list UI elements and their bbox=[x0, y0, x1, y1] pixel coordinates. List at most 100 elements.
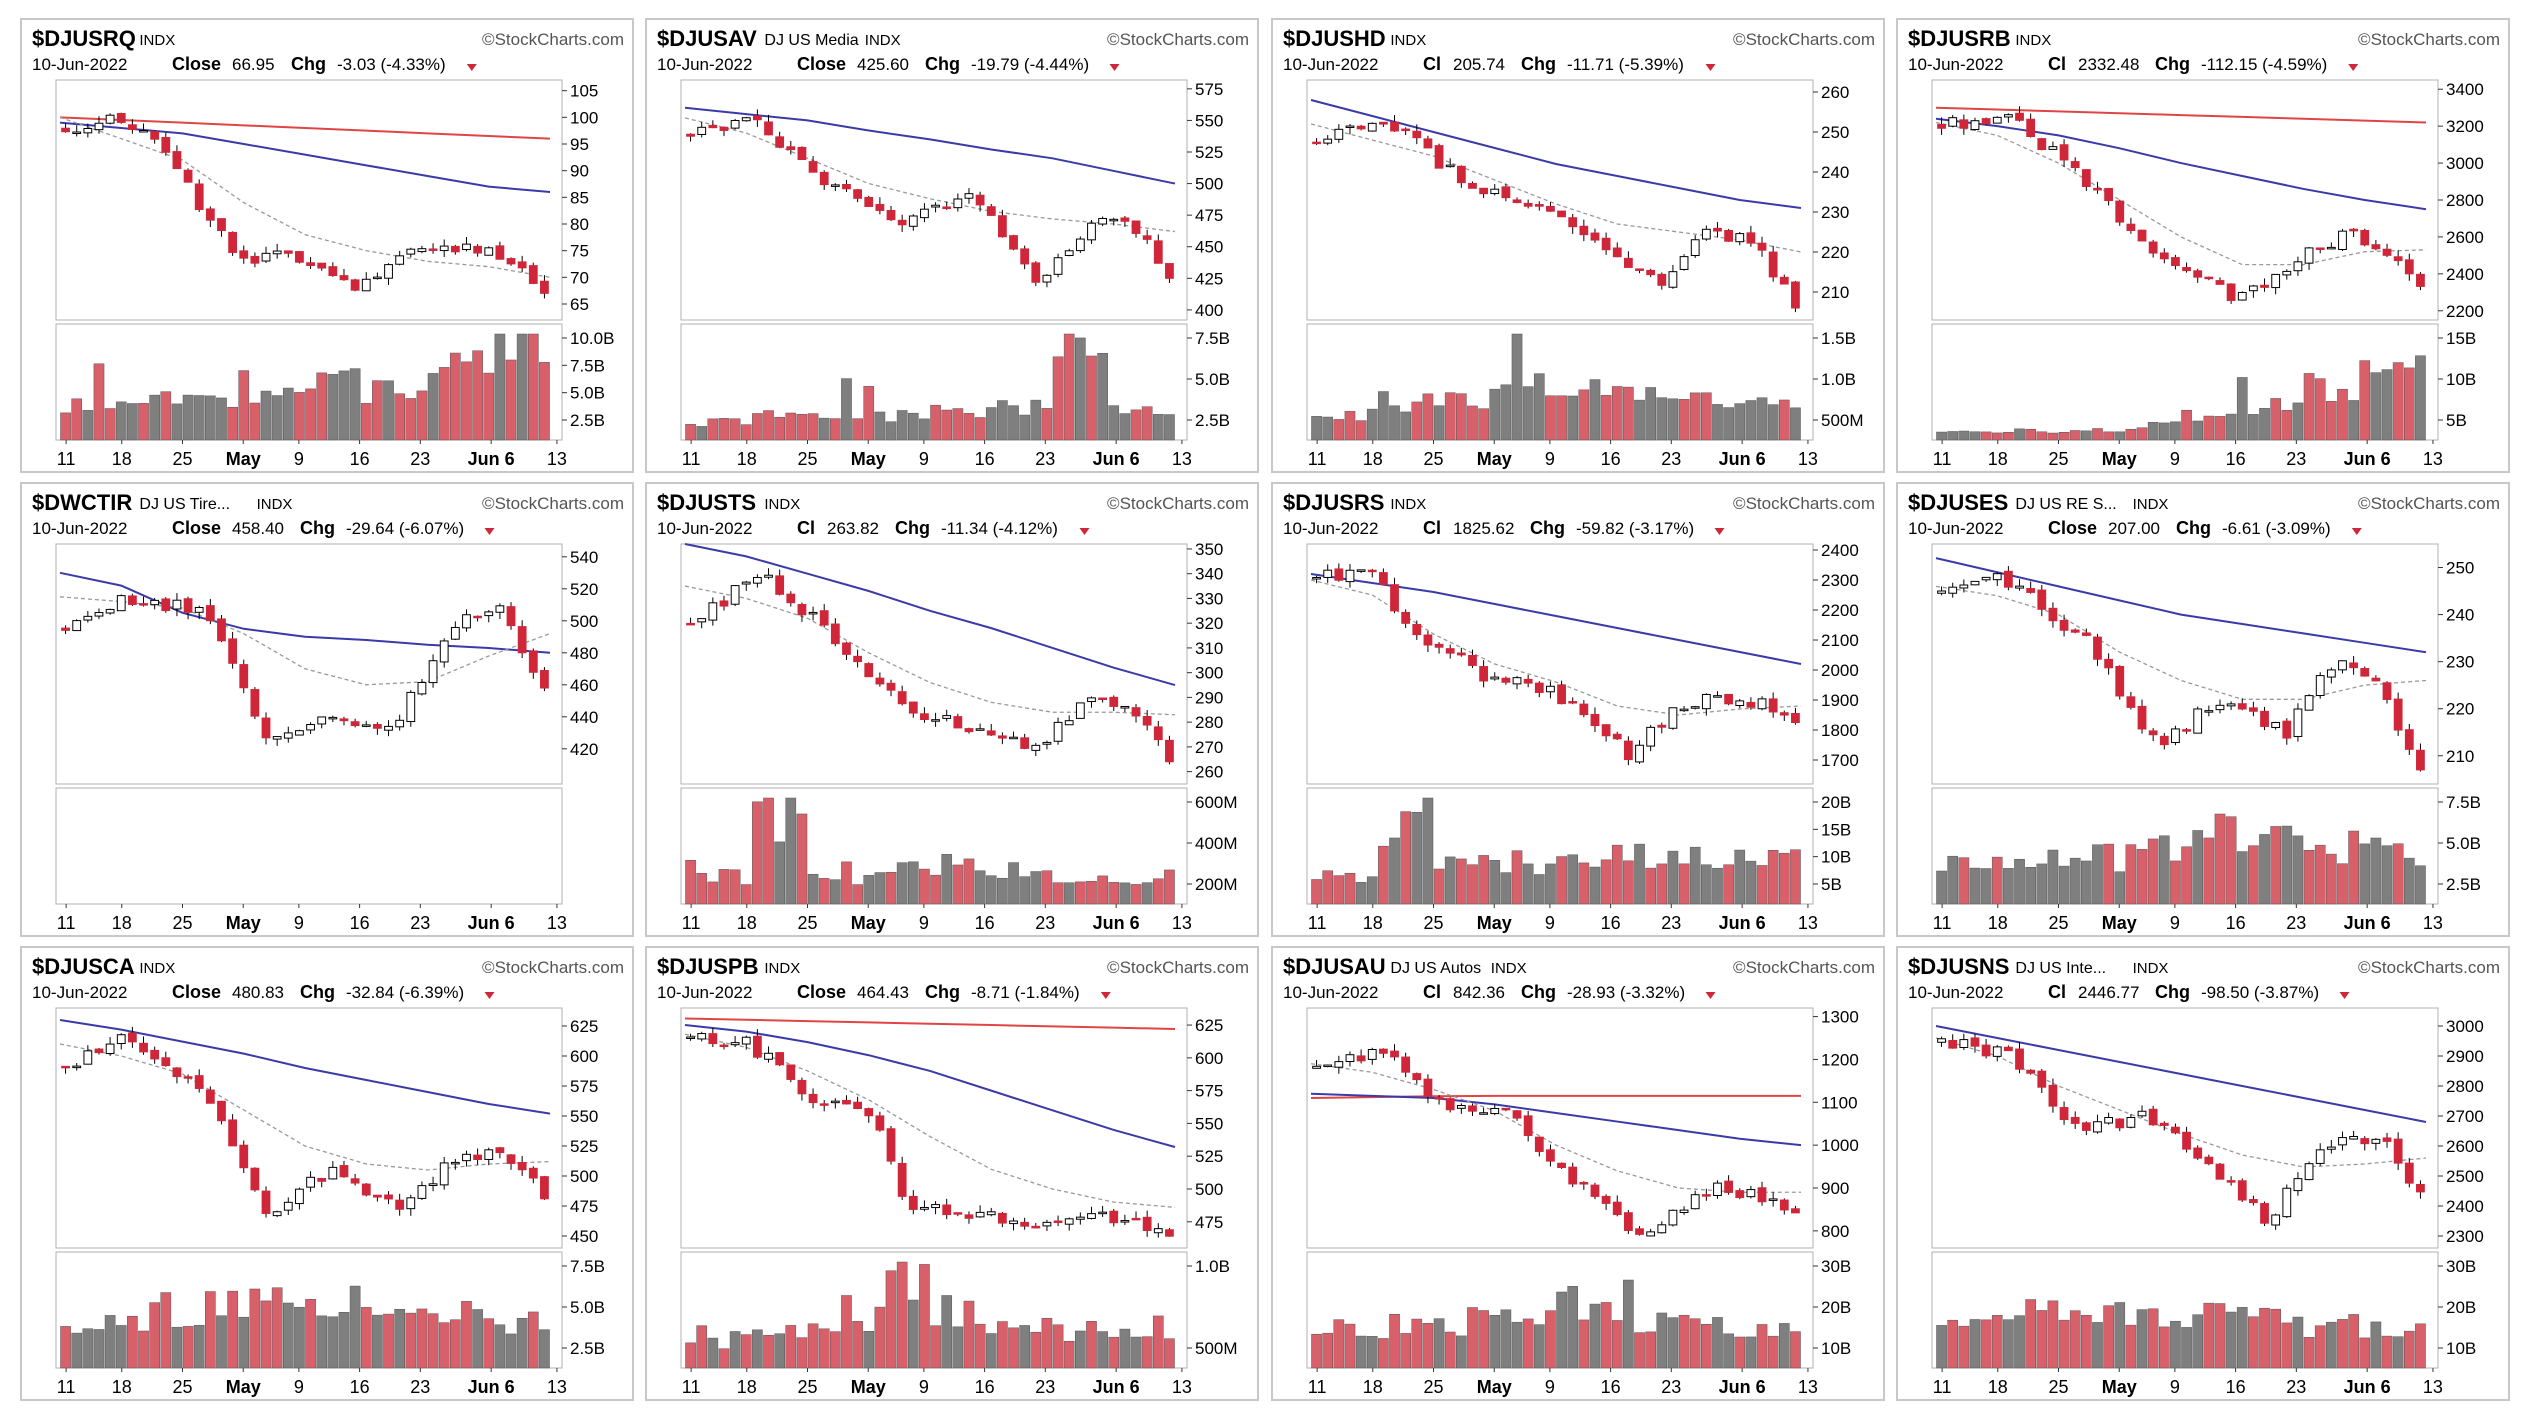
candle-body bbox=[473, 245, 483, 254]
candle-body bbox=[306, 262, 315, 266]
volume-bar bbox=[1052, 356, 1064, 441]
index-name: DJ US RE S... bbox=[2015, 496, 2116, 513]
chart-panel-djuspb[interactable]: $DJUSPB INDX ©StockCharts.com 10-Jun-2022 Cl… bbox=[645, 946, 1259, 1401]
chart-panel-djusts[interactable]: $DJUSTS INDX ©StockCharts.com 10-Jun-2022 Cl… bbox=[645, 482, 1259, 937]
volume-bar bbox=[896, 862, 908, 905]
volume-bar bbox=[1567, 854, 1579, 905]
candle-body bbox=[2093, 636, 2102, 660]
candle-body bbox=[1009, 1220, 1018, 1225]
candle-body bbox=[2159, 1122, 2169, 1126]
volume-bar bbox=[1980, 868, 1992, 905]
volume-bar bbox=[1433, 1318, 1445, 1369]
candle-body bbox=[2104, 187, 2114, 202]
volume-bar bbox=[216, 397, 227, 441]
candle-body bbox=[2003, 114, 2013, 118]
x-tick-label: 16 bbox=[975, 913, 995, 933]
candle-body bbox=[853, 189, 863, 199]
candle-body bbox=[517, 1162, 527, 1171]
chart-panel-dwctir[interactable]: $DWCTIR DJ US Tire... INDX ©StockCharts.com… bbox=[20, 482, 634, 937]
volume-bar bbox=[796, 813, 808, 905]
chart-panel-djushd[interactable]: $DJUSHD INDX ©StockCharts.com 10-Jun-2022 Cl… bbox=[1271, 18, 1885, 473]
chart-panel-djusrb[interactable]: $DJUSRB INDX ©StockCharts.com 10-Jun-2022 Cl… bbox=[1896, 18, 2510, 473]
y-tick-label: 540 bbox=[570, 548, 598, 567]
chg-label: Chg bbox=[2155, 982, 2190, 1002]
ma-50-line bbox=[684, 106, 1176, 185]
candle-body bbox=[1724, 1180, 1734, 1193]
symbol-label: $DJUSES bbox=[1908, 490, 2008, 515]
candle-body bbox=[484, 1149, 494, 1160]
y-tick-label: 2200 bbox=[2446, 302, 2484, 321]
y-tick-label: 2900 bbox=[2446, 1047, 2484, 1066]
candle-body bbox=[797, 146, 807, 161]
x-tick-label: 11 bbox=[682, 1377, 701, 1397]
candle-body bbox=[1657, 724, 1667, 728]
candle-body bbox=[1456, 165, 1466, 184]
x-tick-label: Jun 6 bbox=[1719, 449, 1766, 469]
candle-body bbox=[1064, 1218, 1074, 1225]
volume-bar bbox=[707, 1337, 719, 1369]
candle-body bbox=[864, 663, 874, 678]
volume-bar bbox=[740, 1334, 752, 1369]
volume-bar bbox=[1969, 867, 1981, 905]
x-tick-label: Jun 6 bbox=[1093, 449, 1140, 469]
chart-panel-djusav[interactable]: $DJUSAV DJ US Media INDX ©StockCharts.com 10… bbox=[645, 18, 1259, 473]
volume-bar bbox=[193, 395, 205, 441]
candle-body bbox=[61, 1065, 70, 1069]
volume-bar bbox=[1634, 399, 1645, 441]
close-label: Close bbox=[172, 54, 221, 74]
candle-body bbox=[2115, 1118, 2125, 1129]
chart-panel-djusrq[interactable]: $DJUSRQ INDX ©StockCharts.com 10-Jun-2022 Cl… bbox=[20, 18, 634, 473]
candle-body bbox=[764, 121, 773, 136]
volume-bar bbox=[2326, 401, 2337, 441]
candle-body bbox=[1142, 715, 1152, 726]
watermark: ©StockCharts.com bbox=[1107, 958, 1249, 977]
date-label: 10-Jun-2022 bbox=[32, 55, 127, 74]
x-tick-label: 25 bbox=[797, 449, 817, 469]
y-tick-label: 420 bbox=[570, 740, 598, 759]
volume-bar bbox=[841, 1295, 852, 1369]
candle-body bbox=[83, 615, 93, 621]
close-value: 2446.77 bbox=[2078, 983, 2139, 1002]
candle-body bbox=[897, 1162, 907, 1197]
chart-panel-djuses[interactable]: $DJUSES DJ US RE S... INDX ©StockCharts.com… bbox=[1896, 482, 2510, 937]
x-tick-label: 16 bbox=[2226, 913, 2246, 933]
volume-bar bbox=[1545, 1310, 1556, 1369]
volume-bar bbox=[450, 352, 461, 441]
candle-body bbox=[239, 1144, 249, 1169]
volume-bar bbox=[60, 1326, 71, 1369]
chart-header: $DJUSTS INDX ©StockCharts.com 10-Jun-2022 Cl… bbox=[657, 490, 1249, 538]
volume-bar bbox=[1366, 876, 1378, 905]
candle-body bbox=[361, 1183, 371, 1196]
x-tick-label: 11 bbox=[1308, 449, 1327, 469]
y-tick-label: 85 bbox=[570, 188, 589, 207]
volume-bar bbox=[539, 362, 550, 441]
volume-bar bbox=[149, 394, 160, 441]
volume-bar bbox=[785, 412, 797, 441]
watermark: ©StockCharts.com bbox=[482, 958, 624, 977]
chart-panel-djusns[interactable]: $DJUSNS DJ US Inte... INDX ©StockCharts.com… bbox=[1896, 946, 2510, 1401]
y-tick-label: 440 bbox=[570, 708, 598, 727]
volume-bar bbox=[1489, 388, 1501, 441]
volume-bar bbox=[874, 872, 886, 905]
chart-panel-djusau[interactable]: $DJUSAU DJ US Autos INDX ©StockCharts.com 10… bbox=[1271, 946, 1885, 1401]
candle-body bbox=[261, 1190, 271, 1214]
volume-bar bbox=[1075, 337, 1086, 441]
chart-panel-djusca[interactable]: $DJUSCA INDX ©StockCharts.com 10-Jun-2022 Cl… bbox=[20, 946, 634, 1401]
candle-body bbox=[2371, 244, 2381, 250]
candle-body bbox=[2271, 722, 2281, 728]
x-tick-label: 13 bbox=[1798, 913, 1818, 933]
candle-body bbox=[2282, 720, 2292, 739]
exchange-label: INDX bbox=[257, 496, 293, 513]
candle-body bbox=[730, 585, 740, 605]
candle-body bbox=[1746, 701, 1756, 708]
chart-svg: $DJUSPB INDX ©StockCharts.com 10-Jun-2022 Cl… bbox=[657, 954, 1249, 1397]
volume-bar bbox=[1355, 882, 1367, 905]
chart-panel-djusrs[interactable]: $DJUSRS INDX ©StockCharts.com 10-Jun-2022 Cl… bbox=[1271, 482, 1885, 937]
y-tick-label: 425 bbox=[1195, 269, 1223, 288]
y-tick-label: 220 bbox=[2446, 700, 2474, 719]
volume-bar bbox=[249, 1288, 261, 1369]
candle-body bbox=[1334, 1061, 1344, 1068]
y-tick-label: 250 bbox=[1821, 123, 1849, 142]
candle-body bbox=[1701, 693, 1711, 710]
candle-body bbox=[1512, 677, 1522, 685]
